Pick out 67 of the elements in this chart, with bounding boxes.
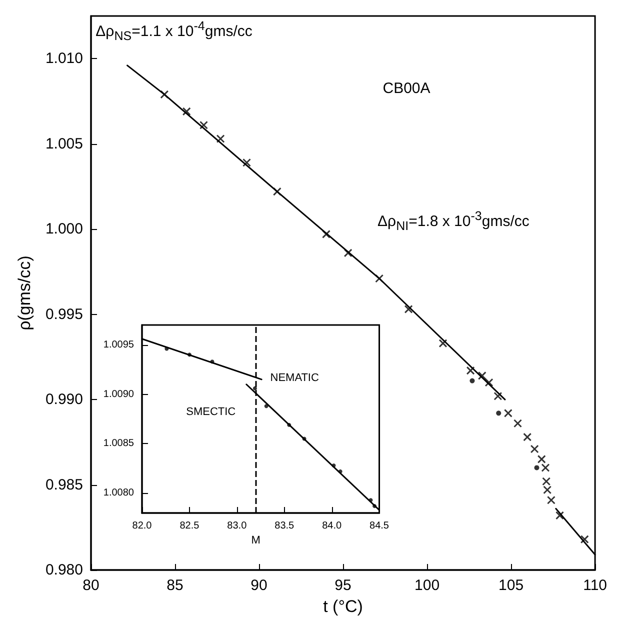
point xyxy=(210,360,214,364)
x-tick-label: 84.0 xyxy=(322,520,342,532)
point xyxy=(160,90,169,99)
point xyxy=(523,432,532,442)
y-tick-label: 0.990 xyxy=(45,391,83,408)
y-tick-label: 0.980 xyxy=(45,562,83,578)
x-tick-label: 95 xyxy=(334,577,352,594)
y-tick-label: 1.0090 xyxy=(103,388,134,400)
point xyxy=(504,408,512,418)
point xyxy=(302,436,306,441)
y-axis-title: ρ(gms/cc) xyxy=(15,256,34,330)
x-tick-label: 83.5 xyxy=(274,520,294,532)
point xyxy=(199,120,208,130)
point xyxy=(534,465,540,470)
point xyxy=(494,392,502,400)
x-tick-label: 82.5 xyxy=(179,520,200,532)
annotation: Δρ$_{NI}$=1.8 x 10$^{-3}$gms/cc xyxy=(378,209,530,234)
annotation: NEMATIC xyxy=(270,372,319,384)
point xyxy=(484,378,494,387)
y-tick-label: 0.985 xyxy=(45,476,83,494)
point xyxy=(580,535,589,544)
point xyxy=(496,410,502,416)
point xyxy=(470,378,475,384)
point xyxy=(466,366,475,375)
point xyxy=(331,464,336,468)
point xyxy=(272,187,282,196)
y-tick-label: 1.0080 xyxy=(103,488,134,499)
point xyxy=(530,444,539,454)
x-tick-label: 110 xyxy=(583,577,608,594)
point xyxy=(514,419,522,428)
annotation: SMECTIC xyxy=(186,406,236,418)
annotation: CB00A xyxy=(382,80,430,98)
x-tick-label: 105 xyxy=(498,577,524,594)
point xyxy=(322,230,330,238)
x-axis-title: t (°C) xyxy=(323,597,363,616)
point xyxy=(546,496,556,504)
point xyxy=(252,386,257,390)
point xyxy=(216,134,225,143)
point xyxy=(478,371,486,380)
x-tick-label: 90 xyxy=(250,577,268,594)
y-tick-label: 1.0095 xyxy=(103,339,134,350)
x-tick-label: 100 xyxy=(414,577,440,594)
x-tick-label: 85 xyxy=(166,577,184,594)
point xyxy=(375,274,384,283)
y-tick-label: 1.005 xyxy=(45,135,83,152)
point xyxy=(541,463,550,472)
point xyxy=(187,352,192,357)
y-tick-label: 0.995 xyxy=(45,306,83,323)
point xyxy=(182,107,191,116)
point xyxy=(286,423,291,428)
point xyxy=(242,158,251,167)
y-tick-label: 1.0085 xyxy=(103,438,134,450)
y-tick-label: 1.000 xyxy=(45,220,83,238)
point xyxy=(372,504,376,508)
point xyxy=(438,339,448,348)
x-tick-label: 80 xyxy=(82,577,100,594)
annotation: Δρ$_{NS}$=1.1 x 10$^{-4}$gms/cc xyxy=(96,18,252,43)
x-tick-label: 84.5 xyxy=(369,520,390,532)
x-tick-label: 83.0 xyxy=(226,520,247,532)
point xyxy=(404,304,413,314)
ref-line-label: M xyxy=(250,534,260,547)
point xyxy=(164,346,168,351)
y-tick-label: 1.010 xyxy=(45,50,83,68)
x-tick-label: 82.0 xyxy=(132,520,152,532)
point xyxy=(537,454,546,464)
point xyxy=(264,404,268,408)
point xyxy=(344,248,352,258)
